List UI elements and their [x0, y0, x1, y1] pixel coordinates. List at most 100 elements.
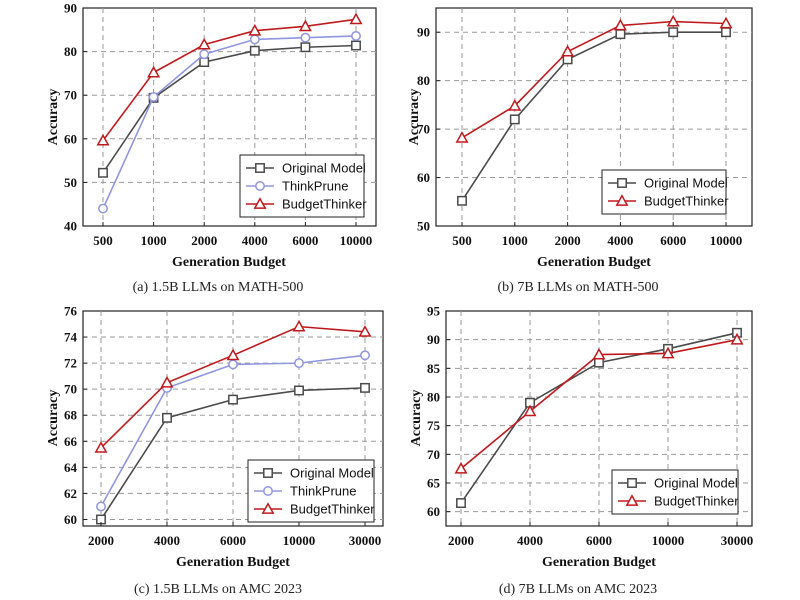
chart-c-ylabel: Accuracy [46, 390, 61, 447]
chart-c-legend-label-thinkprune: ThinkPrune [290, 484, 356, 499]
chart-b-point-original-model [668, 27, 679, 38]
chart-a-legend-marker-original-model [255, 163, 265, 173]
chart-b-plot-frame [435, 7, 753, 227]
chart-a-point-budgetthinker [298, 19, 312, 32]
chart-d-legend-label-budgetthinker: BudgetThinker [654, 494, 739, 509]
chart-c-ytick-label: 66 [64, 434, 78, 449]
chart-a-point-thinkprune [199, 49, 210, 60]
chart-c-ytick-label: 64 [64, 460, 78, 475]
chart-d-legend-box [611, 469, 739, 515]
chart-c-point-budgetthinker [160, 375, 174, 388]
chart-c-point-original-model [294, 385, 304, 396]
chart-c-xtick-label: 10000 [283, 533, 316, 548]
chart-b-line-original-model [461, 31, 726, 202]
chart-c-xtick-label: 4000 [154, 533, 180, 548]
chart-a-point-original-model [249, 45, 260, 56]
chart-d-xtick-label: 6000 [586, 533, 612, 548]
chart-a-line-thinkprune [102, 35, 357, 209]
chart-b-point-budgetthinker [719, 16, 733, 29]
chart-b-legend-label-budgetthinker: BudgetThinker [644, 194, 729, 209]
chart-c-legend-marker-original-model [263, 468, 273, 478]
chart-b-legend-marker-original-model [617, 178, 627, 188]
chart-b-xtick-label: 2000 [555, 233, 581, 248]
chart-d-ytick-label: 80 [427, 390, 440, 405]
chart-a-point-budgetthinker [147, 65, 161, 78]
chart-b-point-budgetthinker [455, 131, 469, 143]
chart-d-ytick-label: 60 [427, 504, 440, 519]
chart-a-ytick-label: 70 [64, 88, 77, 103]
chart-d-xtick-label: 2000 [448, 533, 474, 548]
chart-b-point-original-model [457, 195, 467, 206]
chart-c-point-budgetthinker [226, 348, 240, 361]
chart-a-xtick-label: 2000 [191, 233, 217, 248]
chart-d-ylabel: Accuracy [409, 390, 424, 447]
chart-b-point-original-model [615, 29, 626, 40]
chart-a-point-original-model [98, 167, 108, 178]
chart-d-point-budgetthinker [454, 461, 468, 474]
chart-c-xlabel: Generation Budget [176, 555, 290, 570]
chart-a-point-budgetthinker [248, 23, 262, 36]
chart-a-legend-label-thinkprune: ThinkPrune [282, 179, 348, 194]
chart-b-legend-marker-budgetthinker [615, 194, 629, 206]
chart-b-point-budgetthinker [613, 18, 627, 31]
chart-d-7b-amc2023: 2000 4000 6000 10000 30000 60 65 70 75 80 85 90 95 Or… [409, 304, 753, 598]
chart-b-xtick-label: 4000 [607, 233, 633, 248]
chart-d-ytick-label: 70 [427, 447, 440, 462]
chart-b-point-original-model [509, 114, 520, 125]
chart-a-ytick-label: 40 [64, 219, 77, 234]
chart-a-ytick-label: 90 [64, 1, 77, 16]
chart-b-point-budgetthinker [561, 44, 575, 57]
chart-a-point-original-model [300, 42, 311, 53]
chart-c-legend-label-budgetthinker: BudgetThinker [290, 502, 375, 517]
chart-c-ytick-label: 68 [64, 408, 78, 423]
chart-c-caption: (c) 1.5B LLMs on AMC 2023 [134, 582, 302, 597]
chart-b-ytick-label: 80 [417, 73, 430, 88]
chart-a-legend-label-original-model: Original Model [282, 161, 366, 176]
chart-a-point-budgetthinker [349, 12, 363, 25]
chart-b-xtick-label: 500 [452, 233, 472, 248]
chart-a-xtick-label: 1000 [141, 233, 167, 248]
chart-b-line-budgetthinker [461, 20, 727, 139]
chart-a-xtick-label: 10000 [340, 233, 373, 248]
chart-d-point-budgetthinker [523, 404, 537, 417]
chart-b-ytick-label: 50 [417, 219, 430, 234]
chart-a-line-budgetthinker [102, 18, 357, 142]
chart-d-caption: (d) 7B LLMs on AMC 2023 [499, 582, 657, 597]
chart-a-ylabel: Accuracy [46, 89, 61, 146]
chart-d-point-budgetthinker [592, 347, 606, 360]
chart-b-ylabel: Accuracy [407, 89, 422, 146]
chart-a-xtick-label: 500 [93, 233, 113, 248]
chart-c-point-budgetthinker [94, 441, 108, 453]
chart-d-xtick-label: 4000 [517, 533, 543, 548]
chart-a-ytick-label: 80 [64, 44, 77, 59]
chart-d-point-budgetthinker [730, 332, 744, 345]
chart-d-xlabel: Generation Budget [542, 555, 656, 570]
chart-c-ytick-label: 76 [64, 304, 78, 319]
chart-b-point-original-model [721, 27, 731, 38]
chart-a-xtick-label: 6000 [292, 233, 318, 248]
chart-d-point-original-model [456, 498, 466, 509]
chart-a-point-thinkprune [249, 34, 260, 45]
chart-a-xlabel: Generation Budget [172, 255, 286, 270]
chart-d-xtick-label: 30000 [721, 533, 754, 548]
chart-c-legend-marker-budgetthinker [261, 502, 275, 514]
chart-d-legend-label-original-model: Original Model [654, 476, 738, 491]
chart-a-point-original-model [351, 40, 361, 51]
chart-c-point-budgetthinker [292, 319, 306, 332]
chart-c-point-original-model [162, 412, 172, 423]
chart-a-legend-marker-budgetthinker [253, 197, 267, 209]
chart-a-legend-label-budgetthinker: BudgetThinker [282, 197, 367, 212]
chart-a-point-thinkprune [351, 30, 361, 41]
chart-b-legend-box [601, 169, 727, 215]
chart-c-ytick-label: 70 [64, 382, 77, 397]
chart-d-ytick-label: 95 [427, 304, 441, 319]
chart-a-line-original-model [102, 44, 357, 174]
chart-d-point-budgetthinker [661, 346, 675, 359]
chart-b-point-budgetthinker [666, 14, 680, 27]
chart-c-point-thinkprune [96, 501, 106, 512]
chart-d-legend-marker-original-model [627, 478, 637, 488]
chart-c-legend-marker-thinkprune [263, 486, 273, 496]
chart-c-point-thinkprune [294, 358, 304, 369]
chart-d-ytick-label: 85 [427, 361, 441, 376]
